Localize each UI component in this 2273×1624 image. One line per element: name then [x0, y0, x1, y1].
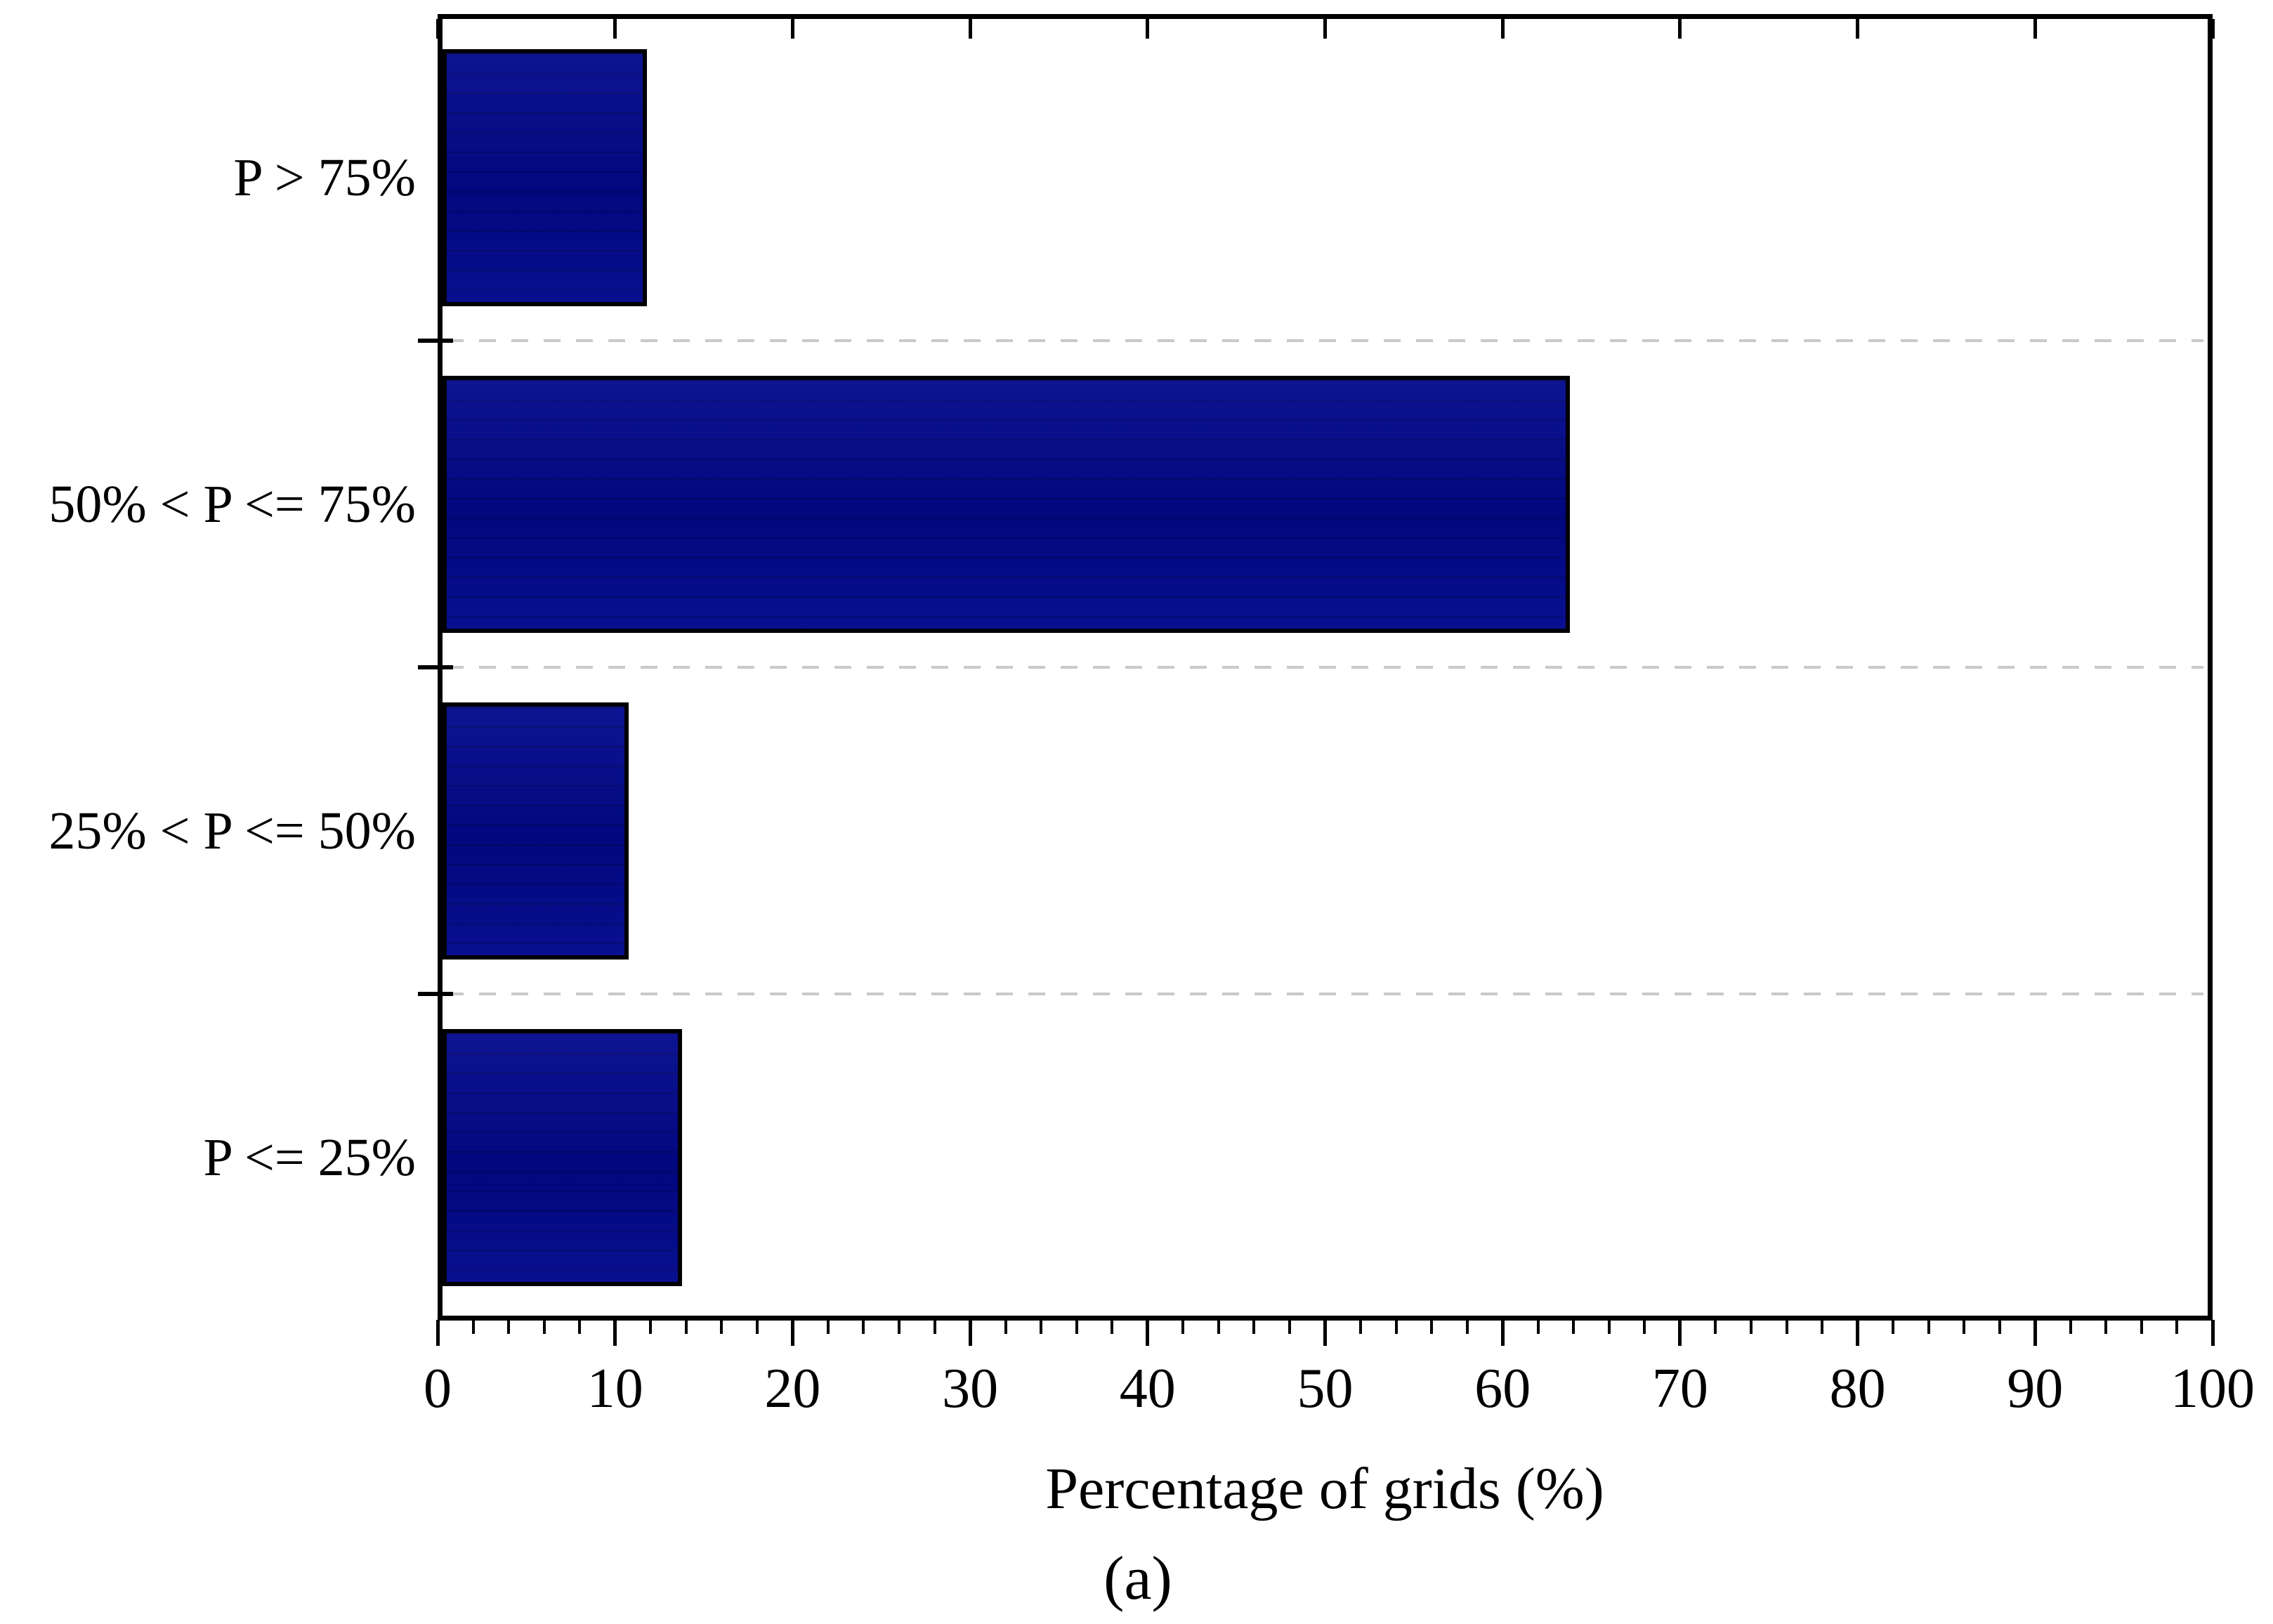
- x-axis-minor-tick: [1430, 1320, 1434, 1334]
- x-axis-minor-tick: [755, 1320, 759, 1334]
- x-axis-minor-tick: [1181, 1320, 1185, 1334]
- x-axis-minor-tick: [720, 1320, 723, 1334]
- x-axis-minor-tick: [2104, 1320, 2108, 1334]
- category-separator-gridline: [447, 666, 2203, 669]
- x-axis-major-tick: [1678, 1320, 1682, 1346]
- x-axis-major-tick: [1323, 1320, 1327, 1346]
- x-axis-tick-label: 90: [2007, 1358, 2064, 1420]
- x-axis-minor-tick: [1252, 1320, 1256, 1334]
- x-axis-minor-tick: [1821, 1320, 1824, 1334]
- x-axis-major-tick: [1146, 1320, 1150, 1346]
- x-axis-major-tick: [435, 1320, 440, 1346]
- category-label: 25% < P <= 50%: [48, 801, 416, 860]
- x-axis-minor-tick: [1892, 1320, 1895, 1334]
- bar-3: [443, 702, 629, 960]
- x-axis-tick-label: 0: [424, 1358, 452, 1420]
- x-axis-minor-tick: [1785, 1320, 1788, 1334]
- x-axis-top-inward-tick: [1323, 19, 1327, 39]
- x-axis-minor-tick: [649, 1320, 653, 1334]
- x-axis-major-tick: [790, 1320, 794, 1346]
- x-axis-top-inward-tick: [1146, 19, 1150, 39]
- x-axis-tick-label: 10: [587, 1358, 643, 1420]
- y-axis-boundary-tick: [418, 665, 453, 669]
- x-axis-top-inward-tick: [1856, 19, 1860, 39]
- x-axis-top-inward-tick: [1500, 19, 1505, 39]
- bar-1: [443, 48, 647, 306]
- x-axis-tick-label: 60: [1474, 1358, 1531, 1420]
- bar-2: [443, 375, 1570, 633]
- x-axis-tick-label: 30: [942, 1358, 999, 1420]
- x-axis-tick-label: 80: [1829, 1358, 1886, 1420]
- x-axis-minor-tick: [1714, 1320, 1717, 1334]
- x-axis-top-inward-tick: [2210, 19, 2215, 39]
- x-axis-minor-tick: [2175, 1320, 2179, 1334]
- category-label: P <= 25%: [203, 1127, 416, 1187]
- x-axis-minor-tick: [1643, 1320, 1646, 1334]
- x-axis-minor-tick: [933, 1320, 936, 1334]
- x-axis-minor-tick: [2140, 1320, 2143, 1334]
- x-axis-minor-tick: [2069, 1320, 2072, 1334]
- category-separator-gridline: [447, 339, 2203, 342]
- x-axis-tick-label: 50: [1297, 1358, 1354, 1420]
- x-axis-tick-label: 20: [764, 1358, 821, 1420]
- category-label: P > 75%: [233, 148, 416, 207]
- x-axis-minor-tick: [1075, 1320, 1078, 1334]
- x-axis-minor-tick: [684, 1320, 688, 1334]
- x-axis-title: Percentage of grids (%): [1045, 1456, 1604, 1521]
- x-axis-tick-label: 100: [2170, 1358, 2255, 1420]
- x-axis-top-inward-tick: [613, 19, 617, 39]
- x-axis-major-tick: [2210, 1320, 2215, 1346]
- x-axis-top-inward-tick: [790, 19, 794, 39]
- y-axis-boundary-tick: [418, 992, 453, 996]
- x-axis-minor-tick: [1359, 1320, 1363, 1334]
- x-axis-minor-tick: [507, 1320, 511, 1334]
- x-axis-minor-tick: [1572, 1320, 1576, 1334]
- x-axis-minor-tick: [1111, 1320, 1114, 1334]
- x-axis-minor-tick: [1963, 1320, 1966, 1334]
- x-axis-top-inward-tick: [1678, 19, 1682, 39]
- bar-4: [443, 1028, 682, 1286]
- x-axis-top-inward-tick: [435, 19, 440, 39]
- x-axis-minor-tick: [1040, 1320, 1043, 1334]
- x-axis-minor-tick: [1607, 1320, 1611, 1334]
- x-axis-minor-tick: [1465, 1320, 1469, 1334]
- x-axis-minor-tick: [898, 1320, 901, 1334]
- x-axis-minor-tick: [1217, 1320, 1220, 1334]
- x-axis-minor-tick: [1394, 1320, 1398, 1334]
- x-axis-tick-label: 40: [1119, 1358, 1176, 1420]
- x-axis-minor-tick: [1749, 1320, 1753, 1334]
- x-axis-major-tick: [1856, 1320, 1860, 1346]
- x-axis-minor-tick: [1288, 1320, 1291, 1334]
- category-label: 50% < P <= 75%: [48, 474, 416, 534]
- y-axis-boundary-tick: [418, 339, 453, 343]
- x-axis-minor-tick: [1998, 1320, 2001, 1334]
- x-axis-tick-label: 70: [1651, 1358, 1708, 1420]
- category-separator-gridline: [447, 993, 2203, 995]
- x-axis-minor-tick: [578, 1320, 582, 1334]
- x-axis-top-inward-tick: [968, 19, 972, 39]
- x-axis-minor-tick: [1927, 1320, 1930, 1334]
- x-axis-minor-tick: [1536, 1320, 1540, 1334]
- x-axis-major-tick: [613, 1320, 617, 1346]
- x-axis-minor-tick: [862, 1320, 865, 1334]
- x-axis-top-inward-tick: [2033, 19, 2037, 39]
- figure-caption: (a): [1103, 1545, 1172, 1613]
- plot-area: [438, 14, 2213, 1321]
- x-axis-minor-tick: [1004, 1320, 1007, 1334]
- x-axis-major-tick: [968, 1320, 972, 1346]
- x-axis-major-tick: [1500, 1320, 1505, 1346]
- x-axis-minor-tick: [471, 1320, 475, 1334]
- x-axis-major-tick: [2033, 1320, 2037, 1346]
- x-axis-minor-tick: [542, 1320, 546, 1334]
- x-axis-minor-tick: [826, 1320, 830, 1334]
